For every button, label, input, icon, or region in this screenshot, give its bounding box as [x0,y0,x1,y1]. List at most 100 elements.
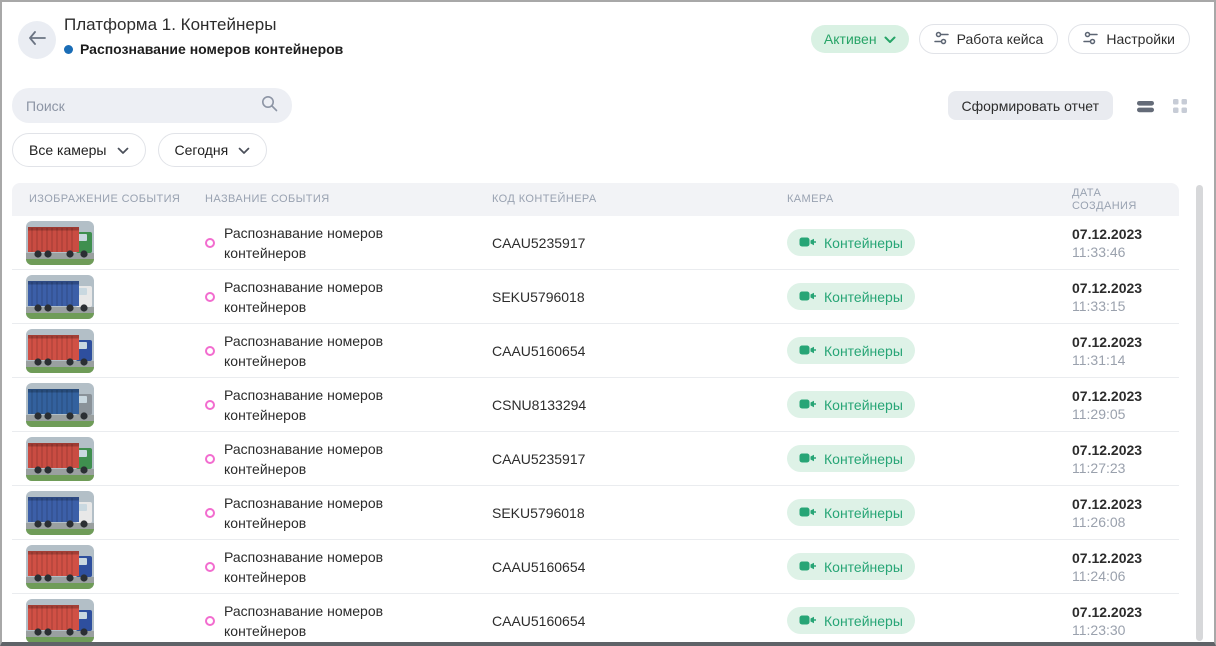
event-thumbnail-cell [26,490,205,535]
event-marker-icon [205,507,215,518]
event-thumbnail-image[interactable] [26,490,94,535]
creation-date: 07.12.2023 [1072,333,1143,350]
camera-cell: Контейнеры [787,337,1072,364]
period-filter-label: Сегодня [174,142,229,158]
camera-badge[interactable]: Контейнеры [787,391,915,418]
table-row[interactable]: Распознавание номеров контейнеров SEKU57… [12,486,1179,540]
event-thumbnail-cell [26,598,205,642]
camera-badge[interactable]: Контейнеры [787,607,915,634]
creation-time: 11:26:08 [1072,513,1126,530]
video-camera-icon [799,397,816,413]
event-thumbnail-image[interactable] [26,544,94,589]
camera-name: Контейнеры [824,558,903,575]
table-row[interactable]: Распознавание номеров контейнеров CAAU52… [12,432,1179,486]
status-dot-icon [64,44,73,54]
table-row[interactable]: Распознавание номеров контейнеров CAAU52… [12,216,1179,270]
camera-cell: Контейнеры [787,499,1072,526]
view-switcher [1136,98,1188,114]
video-camera-icon [799,235,816,251]
event-thumbnail-cell [26,274,205,319]
event-thumbnail-image[interactable] [26,598,94,642]
table-row[interactable]: Распознавание номеров контейнеров CAAU51… [12,324,1179,378]
table-row[interactable]: Распознавание номеров контейнеров CSNU81… [12,378,1179,432]
event-name-cell: Распознавание номеров контейнеров [205,601,492,641]
period-filter-dropdown[interactable]: Сегодня [157,133,268,167]
chevron-down-icon [884,31,896,47]
camera-name: Контейнеры [824,450,903,467]
event-thumbnail-cell [26,328,205,373]
list-view-icon[interactable] [1136,99,1155,114]
event-name: Распознавание номеров контейнеров [224,386,384,423]
video-camera-icon [799,289,816,305]
event-marker-icon [205,615,215,626]
event-thumbnail-image[interactable] [26,436,94,481]
event-name: Распознавание номеров контейнеров [224,278,384,315]
creation-time: 11:23:30 [1072,621,1126,638]
video-camera-icon [799,613,816,629]
column-header-event: НАЗВАНИЕ СОБЫТИЯ [205,193,330,205]
creation-time: 11:24:06 [1072,567,1126,584]
settings-label: Настройки [1106,31,1175,47]
container-code: SEKU5796018 [492,288,585,305]
camera-cell: Контейнеры [787,445,1072,472]
camera-badge[interactable]: Контейнеры [787,337,915,364]
status-label: Активен [823,31,877,47]
generate-report-button[interactable]: Сформировать отчет [947,91,1113,120]
date-cell: 07.12.2023 11:29:05 [1072,388,1179,422]
settings-button[interactable]: Настройки [1068,24,1190,54]
camera-name: Контейнеры [824,612,903,629]
video-camera-icon [799,505,816,521]
camera-badge[interactable]: Контейнеры [787,283,915,310]
container-code: CAAU5160654 [492,612,586,629]
creation-date: 07.12.2023 [1072,279,1143,296]
camera-badge[interactable]: Контейнеры [787,499,915,526]
event-marker-icon [205,561,215,572]
event-marker-icon [205,399,215,410]
event-marker-icon [205,237,215,248]
camera-name: Контейнеры [824,234,903,251]
creation-date: 07.12.2023 [1072,495,1143,512]
table-row[interactable]: Распознавание номеров контейнеров CAAU51… [12,540,1179,594]
table-row[interactable]: Распознавание номеров контейнеров SEKU57… [12,270,1179,324]
event-thumbnail-image[interactable] [26,328,94,373]
creation-time: 11:27:23 [1072,459,1126,476]
event-name: Распознавание номеров контейнеров [224,548,384,585]
camera-badge[interactable]: Контейнеры [787,445,915,472]
event-marker-icon [205,345,215,356]
cameras-filter-dropdown[interactable]: Все камеры [12,133,146,167]
camera-badge[interactable]: Контейнеры [787,553,915,580]
container-code: CAAU5160654 [492,342,586,359]
camera-name: Контейнеры [824,342,903,359]
column-header-camera: КАМЕРА [787,193,834,205]
date-cell: 07.12.2023 11:31:14 [1072,334,1179,368]
event-name-cell: Распознавание номеров контейнеров [205,331,492,371]
back-button[interactable] [18,21,56,59]
creation-time: 11:33:46 [1072,243,1126,260]
event-thumbnail-image[interactable] [26,274,94,319]
vertical-scrollbar[interactable] [1196,185,1203,641]
event-marker-icon [205,291,215,302]
event-name-cell: Распознавание номеров контейнеров [205,547,492,587]
column-header-image: ИЗОБРАЖЕНИЕ СОБЫТИЯ [29,193,181,205]
video-camera-icon [799,343,816,359]
container-code: CAAU5235917 [492,450,586,467]
case-subtitle: Распознавание номеров контейнеров [64,41,343,57]
container-code: CAAU5160654 [492,558,586,575]
search-icon[interactable] [261,95,278,117]
filter-bar: Все камеры Сегодня [12,133,268,167]
event-thumbnail-cell [26,436,205,481]
tune-sliders-icon [933,31,949,48]
camera-cell: Контейнеры [787,229,1072,256]
search-input[interactable] [26,97,261,114]
event-thumbnail-cell [26,382,205,427]
camera-badge[interactable]: Контейнеры [787,229,915,256]
table-row[interactable]: Распознавание номеров контейнеров CAAU51… [12,594,1179,642]
grid-view-icon[interactable] [1172,98,1188,114]
event-thumbnail-image[interactable] [26,220,94,265]
table-header: ИЗОБРАЖЕНИЕ СОБЫТИЯ НАЗВАНИЕ СОБЫТИЯ КОД… [12,183,1179,216]
creation-date: 07.12.2023 [1072,603,1143,620]
case-work-button[interactable]: Работа кейса [918,24,1059,54]
status-dropdown[interactable]: Активен [810,25,909,53]
date-cell: 07.12.2023 11:26:08 [1072,496,1179,530]
event-thumbnail-image[interactable] [26,382,94,427]
